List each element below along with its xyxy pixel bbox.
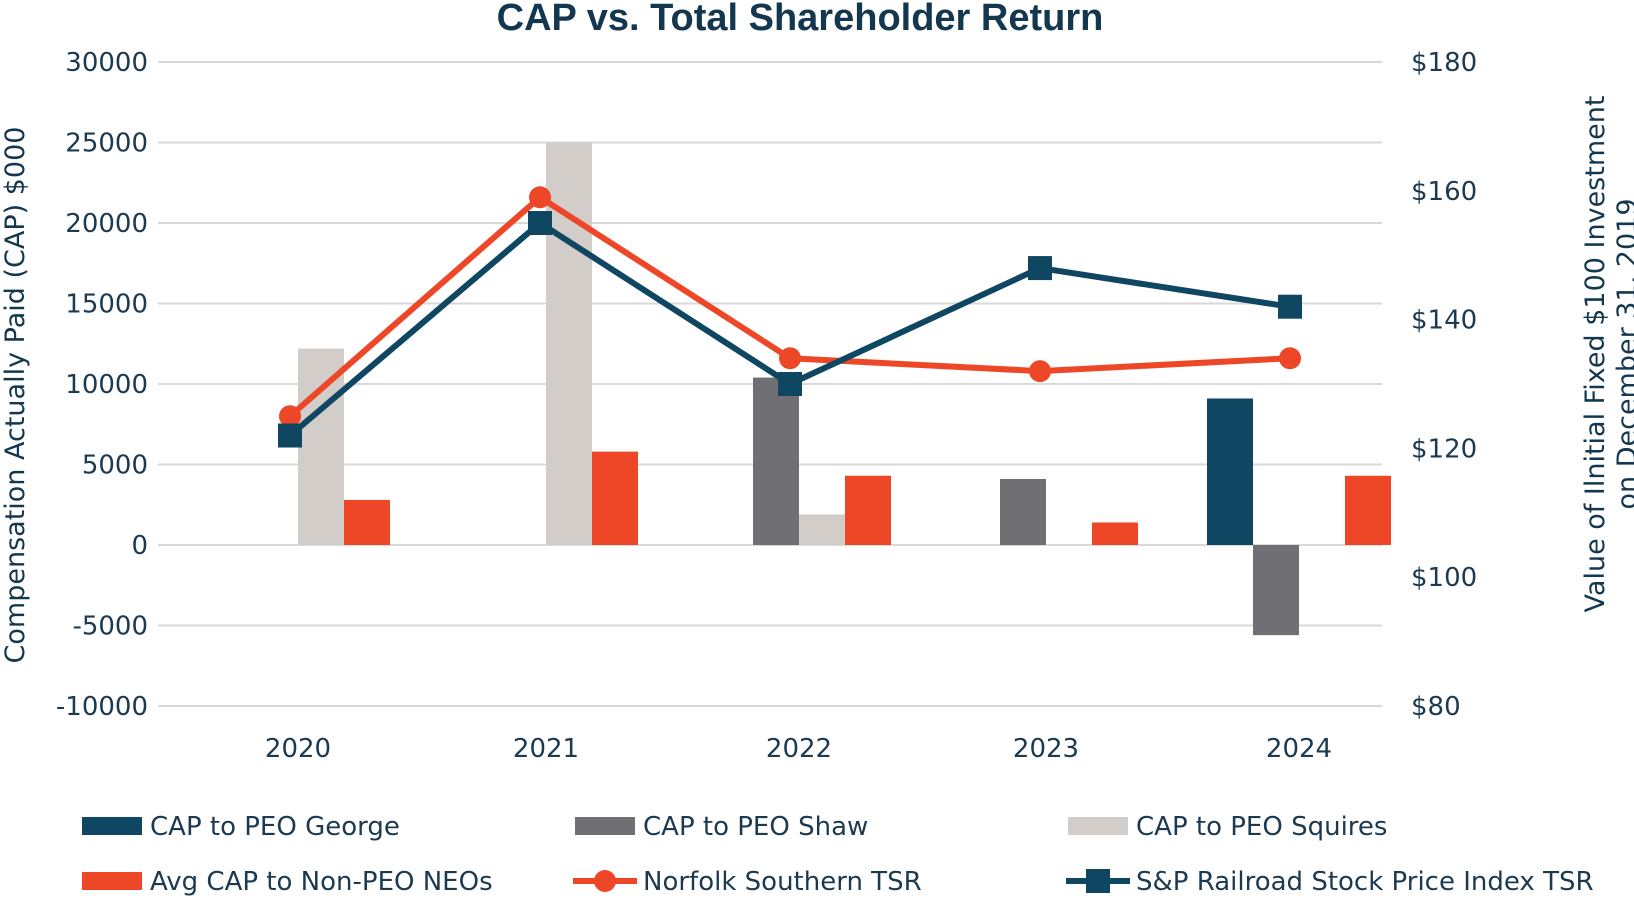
- legend-item-cap-to-peo-shaw: CAP to PEO Shaw: [575, 812, 868, 842]
- bar-avg-cap-to-non-peo-neos-2024: [1345, 475, 1391, 545]
- legend-swatch: [1068, 817, 1128, 835]
- y2-tick-label: $120: [1411, 434, 1477, 464]
- bars: [298, 142, 1391, 636]
- legend-label: CAP to PEO Shaw: [643, 812, 868, 842]
- y-tick-label: -10000: [56, 692, 148, 722]
- y-tick-label: 10000: [65, 370, 148, 400]
- y2-tick-label: $100: [1411, 563, 1477, 593]
- point-norfolk-southern-tsr-2020: [279, 405, 301, 428]
- y-tick-label: 20000: [65, 209, 148, 239]
- point-s-p-railroad-stock-price-index-tsr-2021: [528, 211, 552, 235]
- y2-tick-label: $80: [1411, 692, 1461, 722]
- legend-label: CAP to PEO George: [150, 812, 400, 842]
- left-axis-label: Compensation Actually Paid (CAP) $000: [0, 127, 31, 664]
- legend-marker: [594, 870, 616, 892]
- x-tick-label: 2020: [265, 734, 331, 764]
- bar-avg-cap-to-non-peo-neos-2023: [1092, 522, 1138, 545]
- bar-cap-to-peo-squires-2020: [298, 348, 344, 545]
- y-tick-label: -5000: [72, 612, 148, 642]
- bar-avg-cap-to-non-peo-neos-2020: [344, 499, 390, 545]
- y2-tick-label: $180: [1411, 48, 1477, 78]
- legend-label: Norfolk Southern TSR: [643, 867, 922, 897]
- legend-item-norfolk-southern-tsr: Norfolk Southern TSR: [573, 867, 922, 897]
- bar-avg-cap-to-non-peo-neos-2022: [845, 475, 891, 545]
- legend-label: CAP to PEO Squires: [1136, 812, 1387, 842]
- y-tick-label: 30000: [65, 48, 148, 78]
- legend-swatch: [575, 817, 635, 835]
- legend-item-cap-to-peo-george: CAP to PEO George: [82, 812, 400, 842]
- bar-avg-cap-to-non-peo-neos-2021: [592, 451, 638, 545]
- legend-swatch: [82, 872, 142, 890]
- legend-item-avg-cap-to-non-peo-neos: Avg CAP to Non-PEO NEOs: [82, 867, 493, 897]
- right-axis-ticks: $180 $160 $140 $120 $100 $80: [1411, 48, 1477, 722]
- legend-marker: [1086, 869, 1110, 893]
- legend-item-s-p-railroad-stock-price-index-tsr: S&P Railroad Stock Price Index TSR: [1066, 867, 1594, 897]
- point-norfolk-southern-tsr-2022: [779, 347, 801, 370]
- y-tick-label: 5000: [82, 451, 148, 481]
- legend-item-cap-to-peo-squires: CAP to PEO Squires: [1068, 812, 1387, 842]
- bar-cap-to-peo-george-2024: [1207, 398, 1253, 545]
- point-s-p-railroad-stock-price-index-tsr-2024: [1278, 294, 1302, 319]
- point-s-p-railroad-stock-price-index-tsr-2020: [278, 423, 302, 448]
- legend-label: S&P Railroad Stock Price Index TSR: [1136, 867, 1594, 897]
- legend-swatch: [82, 817, 142, 835]
- y2-tick-label: $140: [1411, 306, 1477, 336]
- legend-label: Avg CAP to Non-PEO NEOs: [150, 867, 493, 897]
- left-axis-ticks: 30000 25000 20000 15000 10000 5000 0 -5000 -1000…: [56, 48, 148, 722]
- x-tick-label: 2022: [766, 734, 832, 764]
- point-norfolk-southern-tsr-2023: [1029, 360, 1051, 383]
- right-axis-label-line1: Value of Ilnitial Fixed $100 Investment: [1580, 96, 1611, 613]
- bar-cap-to-peo-squires-2022: [799, 514, 845, 545]
- x-axis-ticks: 2020 2021 2022 2023 2024: [265, 734, 1332, 764]
- point-s-p-railroad-stock-price-index-tsr-2022: [778, 372, 802, 396]
- bar-cap-to-peo-shaw-2023: [1000, 478, 1046, 545]
- point-norfolk-southern-tsr-2021: [529, 186, 551, 209]
- y-tick-label: 0: [131, 531, 148, 561]
- tsr-lines: [278, 186, 1302, 448]
- y2-tick-label: $160: [1411, 177, 1477, 207]
- y-tick-label: 15000: [65, 290, 148, 320]
- point-norfolk-southern-tsr-2024: [1279, 347, 1301, 370]
- x-tick-label: 2021: [513, 734, 579, 764]
- x-tick-label: 2023: [1013, 734, 1079, 764]
- y-tick-label: 25000: [65, 129, 148, 159]
- chart-title: CAP vs. Total Shareholder Return: [497, 0, 1104, 39]
- point-s-p-railroad-stock-price-index-tsr-2023: [1028, 256, 1052, 281]
- bar-cap-to-peo-shaw-2022: [753, 377, 799, 545]
- bar-cap-to-peo-shaw-2024: [1253, 545, 1299, 636]
- x-tick-label: 2024: [1266, 734, 1332, 764]
- legend: CAP to PEO George CAP to PEO Shaw CAP to P…: [82, 812, 1594, 897]
- right-axis-label-line2: on December 31, 2019: [1612, 198, 1634, 509]
